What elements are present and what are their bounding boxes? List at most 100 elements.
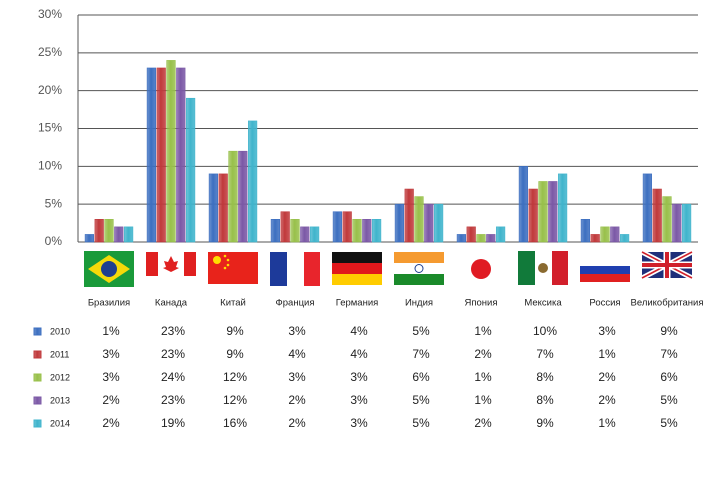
flag <box>580 266 630 274</box>
value-label: 7% <box>412 347 430 361</box>
value-label: 9% <box>226 347 244 361</box>
bar <box>290 219 300 243</box>
bar <box>662 196 672 243</box>
x-tick-label: Канада <box>155 298 188 309</box>
bar <box>248 120 258 243</box>
value-label: 8% <box>536 370 554 384</box>
value-label: 1% <box>474 324 492 338</box>
flag <box>332 252 382 285</box>
value-label: 2% <box>102 416 120 430</box>
value-label: 10% <box>533 324 557 338</box>
bar <box>208 173 219 243</box>
y-tick-label: 15% <box>38 121 62 135</box>
bar <box>238 150 248 243</box>
value-label: 2% <box>598 393 616 407</box>
flag <box>580 258 630 266</box>
bar <box>456 234 467 243</box>
bar <box>146 67 157 243</box>
bar <box>600 226 610 243</box>
bar <box>619 234 630 243</box>
value-label: 4% <box>288 347 306 361</box>
y-tick-label: 0% <box>45 234 63 248</box>
legend-label: 2012 <box>50 372 70 382</box>
flag <box>580 274 630 282</box>
value-label: 1% <box>598 416 616 430</box>
value-label: 9% <box>226 324 244 338</box>
bar <box>342 211 352 243</box>
bar <box>332 211 343 243</box>
legend-swatch <box>33 327 42 336</box>
value-label: 3% <box>288 370 306 384</box>
bar <box>218 173 228 243</box>
bar <box>176 67 186 243</box>
bar <box>476 234 486 243</box>
value-label: 2% <box>288 393 306 407</box>
flag <box>223 266 227 270</box>
value-label: 16% <box>223 416 247 430</box>
flag <box>642 252 692 278</box>
x-tick-label: Германия <box>336 298 379 309</box>
value-label: 19% <box>161 416 185 430</box>
flag <box>304 252 320 286</box>
y-tick-label: 25% <box>38 45 62 59</box>
legend-swatch <box>33 373 42 382</box>
value-label: 4% <box>350 324 368 338</box>
bar <box>270 219 281 243</box>
value-label: 24% <box>161 370 185 384</box>
x-tick-label: Россия <box>589 298 620 309</box>
value-label: 3% <box>102 347 120 361</box>
flag <box>394 274 444 285</box>
flag <box>213 256 221 264</box>
bar <box>642 173 652 243</box>
bar <box>280 211 290 243</box>
legend-swatch <box>33 419 42 428</box>
flag <box>332 263 382 274</box>
value-label: 2% <box>474 347 492 361</box>
value-label: 12% <box>223 393 247 407</box>
bar <box>166 60 176 243</box>
legend-swatch <box>33 396 42 405</box>
flag <box>226 263 230 267</box>
bar <box>300 226 310 243</box>
x-tick-label: Мексика <box>524 298 562 309</box>
value-label: 2% <box>474 416 492 430</box>
flag <box>580 258 630 282</box>
legend-swatch <box>33 350 42 359</box>
value-label: 3% <box>350 416 368 430</box>
flag <box>84 251 134 287</box>
flag <box>332 252 382 263</box>
value-label: 2% <box>598 370 616 384</box>
flag <box>146 252 196 276</box>
value-label: 7% <box>660 347 678 361</box>
x-tick-label: Франция <box>276 298 315 309</box>
value-label: 23% <box>161 324 185 338</box>
bar <box>557 173 568 243</box>
flag <box>456 252 506 286</box>
bar <box>495 226 506 243</box>
legend-label: 2013 <box>50 395 70 405</box>
bar <box>672 203 682 243</box>
bar <box>424 203 434 243</box>
bar <box>156 67 166 243</box>
x-tick-label: Бразилия <box>88 298 130 309</box>
flag <box>640 249 694 281</box>
x-tick-label: Великобритания <box>631 298 703 309</box>
flag <box>223 254 227 258</box>
value-label: 5% <box>412 393 430 407</box>
flag <box>538 263 548 273</box>
bar <box>114 226 124 243</box>
y-tick-label: 30% <box>38 7 62 21</box>
x-tick-label: Япония <box>465 298 498 309</box>
value-label: 8% <box>536 393 554 407</box>
value-label: 6% <box>660 370 678 384</box>
value-label: 2% <box>288 416 306 430</box>
value-label: 9% <box>536 416 554 430</box>
bar <box>528 188 538 243</box>
flag <box>518 251 535 285</box>
bar <box>580 219 590 243</box>
flag <box>394 263 444 274</box>
bar <box>414 196 424 243</box>
value-label: 3% <box>350 393 368 407</box>
value-label: 23% <box>161 393 185 407</box>
